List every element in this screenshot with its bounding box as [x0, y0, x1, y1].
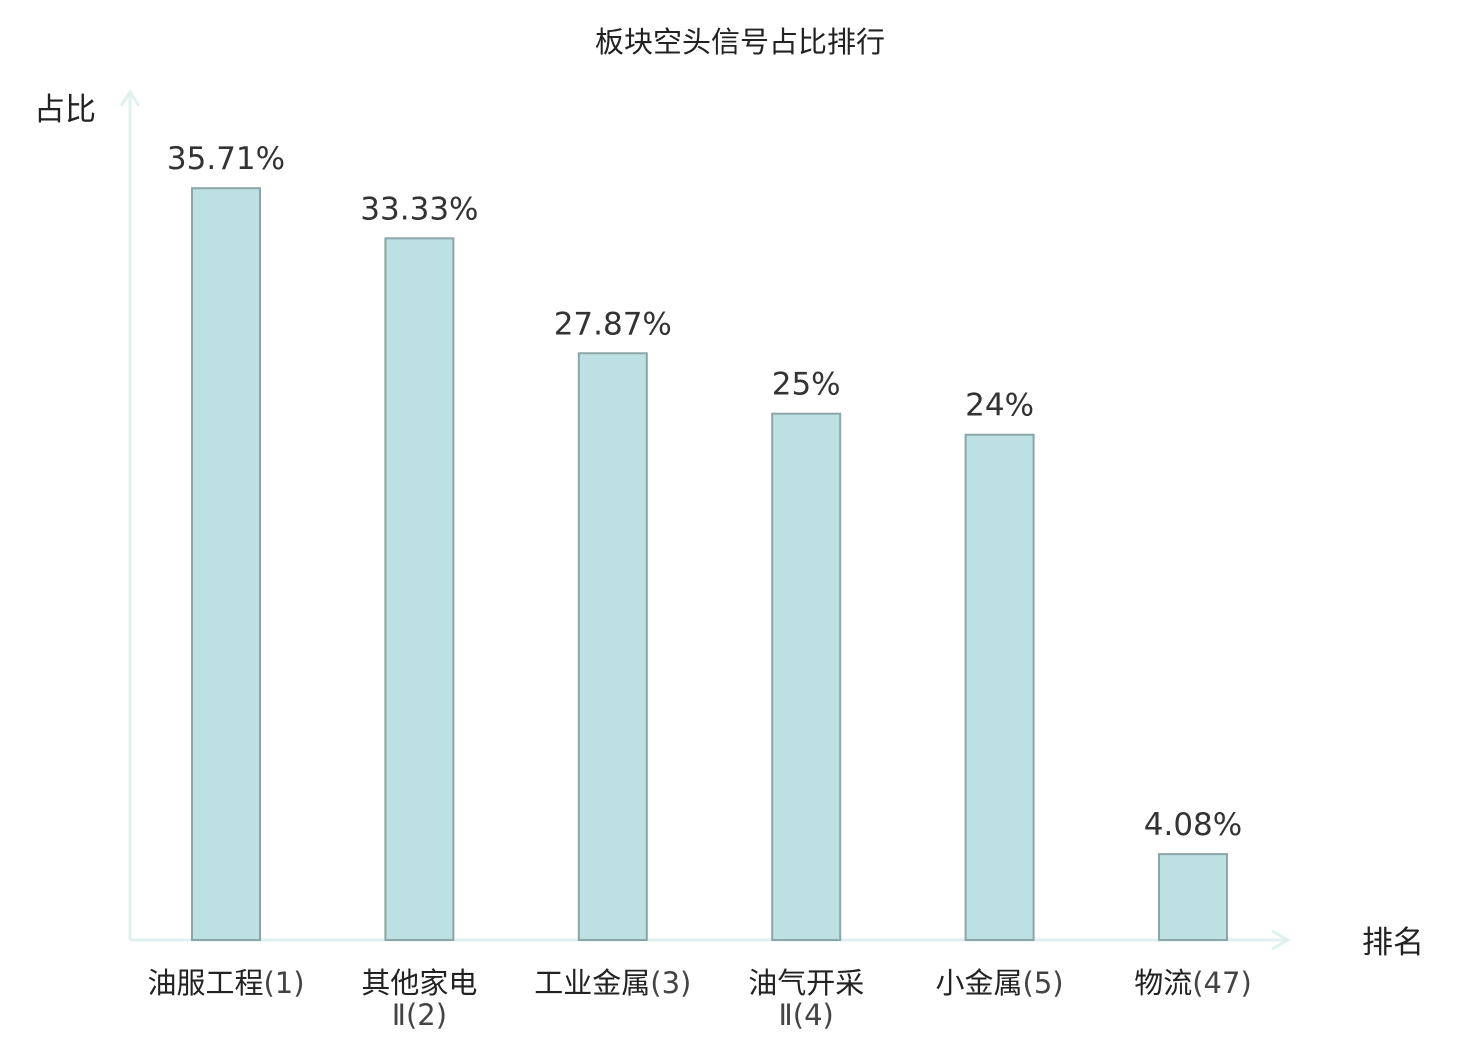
bar	[384, 237, 455, 941]
category-rank: (5)	[1023, 966, 1064, 1000]
bar	[191, 187, 261, 942]
category-label: 油服工程(1)	[147, 966, 304, 1000]
category-label: 其他家电	[361, 966, 477, 1000]
value-label: 24%	[965, 388, 1034, 424]
bar	[771, 412, 842, 941]
category-label: 物流(47)	[1134, 966, 1252, 1000]
bar	[964, 433, 1035, 941]
category-name: 工业金属	[534, 966, 650, 1000]
x-axis-label: 排名	[1362, 925, 1424, 961]
bar	[1158, 853, 1228, 942]
category-name: 其他家电	[361, 966, 477, 1000]
value-label: 27.87%	[554, 306, 672, 342]
category-suffix: Ⅱ	[779, 998, 793, 1032]
category-rank: (2)	[406, 998, 447, 1032]
category-rank: (1)	[263, 966, 304, 1000]
value-label: 35.71%	[167, 141, 285, 177]
y-axis-arrow	[119, 89, 141, 107]
value-label: 4.08%	[1144, 807, 1242, 843]
y-axis-label: 占比	[34, 92, 96, 128]
category-name: 油气开采	[748, 966, 864, 1000]
category-label-line2: Ⅱ(4)	[779, 998, 834, 1032]
category-label: 油气开采	[748, 966, 864, 1000]
category-label-line2: Ⅱ(2)	[392, 998, 447, 1032]
category-name: 物流	[1134, 966, 1192, 1000]
category-rank: (47)	[1192, 966, 1252, 1000]
category-label: 工业金属(3)	[534, 966, 691, 1000]
bars-group: 35.71%油服工程(1)33.33%其他家电Ⅱ(2)27.87%工业金属(3)…	[147, 141, 1251, 1032]
value-label: 33.33%	[360, 191, 478, 227]
category-name: 油服工程	[147, 966, 263, 1000]
category-name: 小金属	[936, 966, 1023, 1000]
category-rank: (4)	[793, 998, 834, 1032]
bar	[577, 352, 648, 941]
x-axis-arrow	[1271, 929, 1292, 951]
category-suffix: Ⅱ	[392, 998, 406, 1032]
category-rank: (3)	[650, 966, 691, 1000]
value-label: 25%	[772, 367, 841, 403]
category-label: 小金属(5)	[936, 966, 1064, 1000]
chart-title: 板块空头信号占比排行	[595, 25, 885, 59]
